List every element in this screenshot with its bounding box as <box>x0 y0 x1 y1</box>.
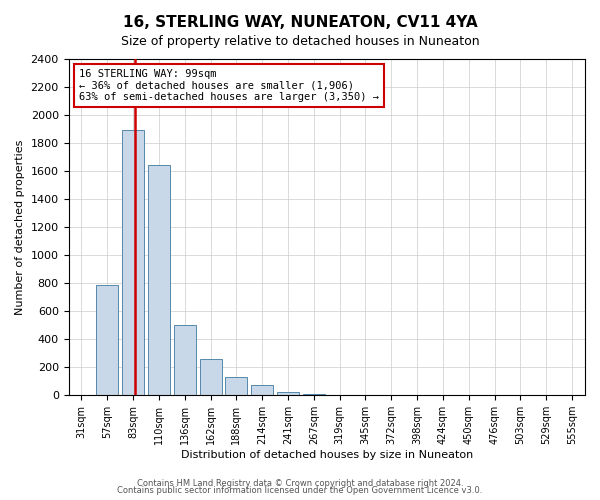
Text: 16, STERLING WAY, NUNEATON, CV11 4YA: 16, STERLING WAY, NUNEATON, CV11 4YA <box>122 15 478 30</box>
Bar <box>148 165 170 395</box>
Bar <box>277 392 299 395</box>
X-axis label: Distribution of detached houses by size in Nuneaton: Distribution of detached houses by size … <box>181 450 473 460</box>
Text: Contains public sector information licensed under the Open Government Licence v3: Contains public sector information licen… <box>118 486 482 495</box>
Bar <box>226 377 247 395</box>
Bar <box>96 284 118 395</box>
Bar <box>200 360 221 395</box>
Text: Contains HM Land Registry data © Crown copyright and database right 2024.: Contains HM Land Registry data © Crown c… <box>137 478 463 488</box>
Bar <box>122 130 144 395</box>
Bar <box>174 325 196 395</box>
Bar <box>251 384 273 395</box>
Text: Size of property relative to detached houses in Nuneaton: Size of property relative to detached ho… <box>121 35 479 48</box>
Bar <box>303 394 325 395</box>
Y-axis label: Number of detached properties: Number of detached properties <box>15 140 25 315</box>
Text: 16 STERLING WAY: 99sqm
← 36% of detached houses are smaller (1,906)
63% of semi-: 16 STERLING WAY: 99sqm ← 36% of detached… <box>79 69 379 102</box>
